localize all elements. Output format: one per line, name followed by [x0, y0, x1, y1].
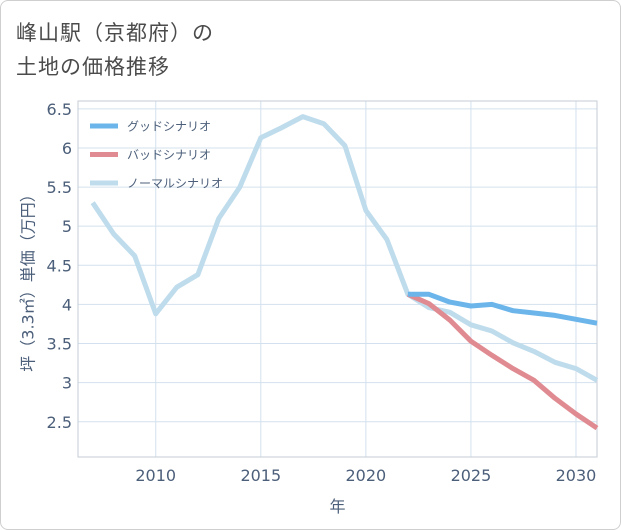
x-axis-ticks: 2010 2015 2020 2025 2030	[135, 466, 596, 485]
legend-label: ノーマルシナリオ	[127, 177, 223, 191]
x-axis-title: 年	[329, 497, 345, 516]
y-tick-label: 5.5	[47, 178, 72, 197]
y-tick-label: 4.5	[47, 256, 72, 275]
x-tick-label: 2020	[346, 466, 387, 485]
plot-frame	[77, 100, 598, 458]
series-line-2	[90, 114, 599, 383]
chart-title: 峰山駅（京都府）の 土地の価格推移	[16, 16, 214, 84]
chart-title-line-2: 土地の価格推移	[16, 55, 170, 79]
x-tick-label: 2010	[135, 466, 176, 485]
x-tick-label: 2025	[451, 466, 492, 485]
series-lines	[90, 114, 599, 431]
y-tick-label: 3	[62, 374, 72, 393]
legend-label: グッドシナリオ	[127, 120, 211, 134]
x-tick-label: 2015	[240, 466, 281, 485]
y-axis-ticks: 2.5 3 3.5 4 4.5 5 5.5 6 6.5	[47, 100, 72, 432]
y-tick-label: 6	[62, 139, 72, 158]
y-tick-label: 2.5	[47, 413, 72, 432]
x-tick-label: 2030	[556, 466, 597, 485]
y-tick-label: 5	[62, 217, 72, 236]
chart-title-line-1: 峰山駅（京都府）の	[16, 21, 214, 45]
y-axis-title: 坪（3.3㎡）単価（万円）	[19, 186, 38, 371]
series-line-0	[407, 291, 598, 326]
y-tick-label: 4	[62, 295, 72, 314]
legend-label: バッドシナリオ	[127, 148, 211, 162]
y-tick-label: 6.5	[47, 100, 72, 119]
series-line-1	[406, 292, 599, 431]
y-tick-label: 3.5	[47, 335, 72, 354]
